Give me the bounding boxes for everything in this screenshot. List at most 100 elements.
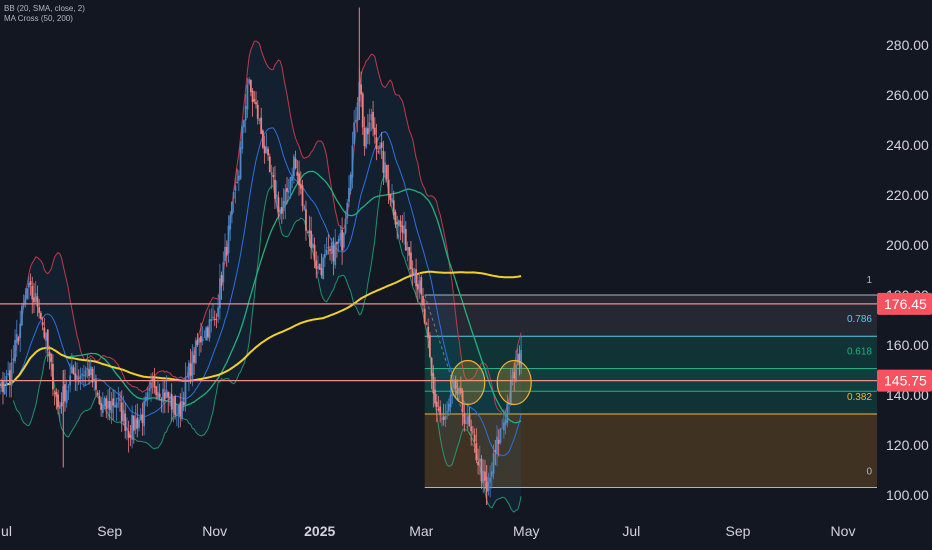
candle-body [76,375,78,379]
candle-body [81,373,84,376]
candle-body [391,198,393,203]
x-tick-label: Sep [97,523,122,539]
candle-body [339,233,342,241]
y-tick-label: 100.00 [886,487,929,503]
highlight-circle [496,359,532,406]
candle-body [83,375,85,377]
candle-body [461,390,464,413]
candle-body [492,453,495,474]
candle-body [162,388,164,403]
candle-body [119,399,121,401]
candle-body [420,277,423,295]
candle-body [311,243,314,248]
candle-body [146,392,149,401]
candle-body [305,209,307,231]
candle-body [349,174,352,191]
candle-body [249,79,252,93]
y-tick-label: 240.00 [886,137,929,153]
x-tick-label: 2025 [304,523,335,539]
candle-body [425,323,428,325]
candle-body [272,174,275,178]
candle-body [363,127,366,146]
indicator-legend: BB (20, SMA, close, 2) MA Cross (50, 200… [4,4,85,24]
candle-body [396,221,399,225]
candle-body [33,297,35,303]
candle-body [212,316,214,318]
candle-body [379,145,381,150]
candle-body [248,79,251,84]
candle-body [21,305,23,326]
candle-body [108,400,111,411]
x-tick-label: Jul [622,523,640,539]
price-tag-label: 176.45 [884,296,927,312]
candle-body [459,387,462,393]
candle-body [484,471,486,481]
candle-body [296,171,299,176]
candle-body [351,145,354,178]
candle-body [408,247,411,256]
candle-body [79,375,82,379]
candle-body [98,395,101,404]
fib-level-label: 1 [866,275,872,286]
fib-zone-2 [424,368,877,392]
candle-body [299,183,302,189]
candle-body [499,428,502,443]
candle-body [344,218,347,233]
candle-body [220,275,223,286]
candle-body [86,367,89,370]
candle-body [441,418,443,420]
candle-body [260,117,263,134]
candle-body [65,390,68,403]
candle-body [277,197,280,212]
candle-body [403,225,405,234]
candle-body [222,262,225,283]
candle-body [472,431,474,433]
candle-body [194,340,197,364]
candle-body [394,211,397,225]
legend-bb[interactable]: BB (20, SMA, close, 2) [4,4,85,13]
candle-body [520,350,523,368]
bb-upper-line [12,40,522,415]
candle-body [337,239,340,244]
candle-body [141,414,144,424]
candle-body [129,435,132,438]
candle-body [134,419,137,430]
candle-body [67,386,70,388]
candle-body [19,323,22,338]
candle-body [334,242,337,265]
fib-zone-4 [424,413,877,488]
candle-body [346,202,349,219]
candle-body [418,280,421,293]
candle-body [323,254,326,258]
candle-body [280,207,283,214]
candle-body [518,353,521,365]
candle-body [200,336,202,343]
candle-body [389,193,392,201]
candle-body [232,191,235,199]
candle-body [315,260,318,269]
price-tag [877,292,932,315]
candle-body [72,367,75,375]
candle-body [442,416,445,421]
candle-body [270,172,273,175]
legend-ma-cross[interactable]: MA Cross (50, 200) [4,14,73,23]
candle-body [177,406,180,414]
candle-body [196,339,199,345]
candle-body [437,408,440,411]
candle-body [298,173,300,186]
x-tick-label: Mar [409,523,433,539]
candle-body [432,373,435,394]
candle-body [406,246,409,251]
candle-body [26,288,28,299]
candle-body [430,357,433,376]
candle-body [144,397,147,402]
candle-body [385,164,388,180]
candle-body [497,439,500,444]
candle-body [112,398,115,406]
candle-body [160,399,163,401]
candle-body [96,392,99,396]
candle-body [182,402,185,405]
candle-body [387,179,390,195]
candle-body [158,393,161,398]
